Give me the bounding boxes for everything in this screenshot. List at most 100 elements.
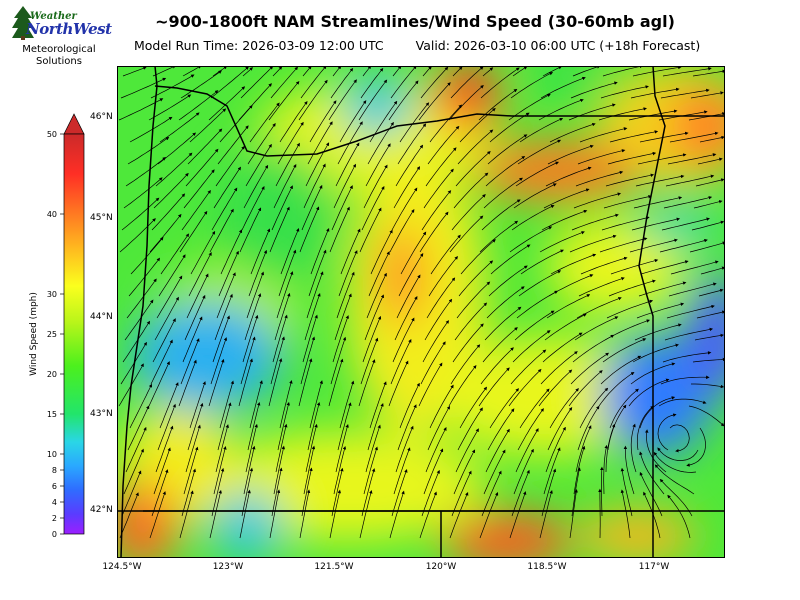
streamline [540,351,578,385]
streamline [603,195,652,209]
streamline [609,388,639,429]
streamline [216,272,236,319]
colorbar-tick-label: 6 [52,482,57,491]
streamline [303,445,316,495]
streamline [669,424,690,453]
streamline [122,66,147,77]
streamline [390,338,412,385]
streamline [159,382,179,429]
streamline [329,206,350,253]
streamline [570,81,618,99]
streamline [512,66,528,77]
streamline [689,241,725,253]
streamline [129,383,152,429]
streamline [182,66,202,77]
streamline [518,270,562,297]
streamline [280,228,300,275]
streamline [608,279,656,297]
streamline [515,428,539,473]
streamline [278,249,297,297]
colorbar-tick-label: 10 [47,450,57,459]
streamline [639,471,663,517]
streamline [623,445,635,495]
streamline [422,66,432,77]
streamline [398,253,424,297]
streamline [657,413,677,451]
streamline [239,207,262,253]
streamline [542,332,583,363]
streamline [457,129,494,165]
streamline [153,172,189,209]
streamline [453,172,489,209]
streamline [274,292,291,341]
streamline [549,122,596,143]
streamline [157,403,176,451]
streamline [663,196,713,209]
streamline [366,272,387,319]
streamline [670,260,719,275]
streamline [148,361,170,407]
streamline [544,313,587,341]
colorbar-tick-label: 20 [47,370,57,379]
streamline [360,67,384,99]
streamline [419,211,449,253]
streamline [575,170,624,187]
streamline [512,330,551,363]
streamline [620,489,631,539]
colorbar-tick-label: 4 [52,498,57,507]
streamline [358,79,388,121]
streamline [214,293,233,341]
streamline [390,66,417,99]
streamline [568,103,616,121]
streamline [179,490,194,539]
streamline [364,294,384,341]
streamline [308,249,327,297]
page-title: ~900-1800ft NAM Streamlines/Wind Speed (… [155,12,675,31]
streamline [541,209,588,231]
streamline [125,426,147,473]
streamline [302,314,318,363]
streamline [307,401,321,451]
streamline [662,67,712,77]
streamline [123,448,144,495]
streamline [513,448,534,495]
streamline [188,252,212,297]
streamline [363,164,388,209]
streamline [269,206,290,253]
streamline [248,249,268,297]
logo: Weather NorthWest Meteorological Solutio… [10,6,112,68]
streamline [129,116,173,143]
streamline [508,368,542,407]
org-line1: Meteorological [22,44,96,55]
streamline [279,380,293,429]
streamline [359,207,382,253]
streamline [189,381,206,429]
streamline [579,127,628,143]
streamline [330,336,347,385]
streamline [662,351,712,363]
streamline [481,199,521,231]
streamline [543,447,561,495]
streamline [399,382,420,429]
streamline [420,341,446,385]
streamline [691,220,725,231]
streamline [697,157,723,165]
streamline [620,467,633,517]
streamline [489,112,530,143]
wind-speed-map[interactable] [117,66,725,558]
streamline [125,157,166,187]
streamline [273,163,297,209]
streamline [275,142,300,187]
streamline [335,142,360,187]
streamline [158,254,186,297]
streamline [485,156,526,187]
streamline [570,352,610,385]
streamline [550,253,597,275]
streamline [246,271,264,319]
streamline [298,358,313,407]
streamline [393,166,421,209]
streamline [148,94,192,121]
streamline [669,131,719,143]
idaho-border [638,66,666,558]
streamline [418,82,451,121]
